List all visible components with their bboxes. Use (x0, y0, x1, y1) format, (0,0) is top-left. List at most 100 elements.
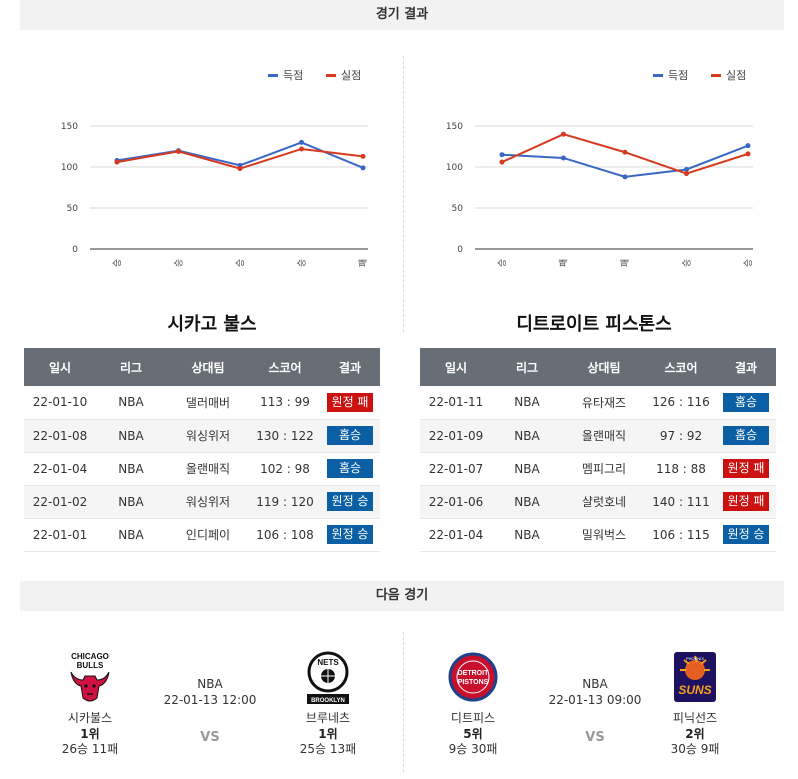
data-point[interactable] (299, 139, 304, 145)
table-header-row: 일시 리그 상대팀 스코어 결과 (24, 348, 380, 386)
phoenix-suns-logo-icon: PHOENIX SUNS (674, 652, 716, 702)
data-point[interactable] (499, 152, 505, 158)
data-point[interactable] (237, 166, 243, 172)
table-row: 22-01-04 NBA 밀워벅스 106 : 115 원정 승 (420, 518, 776, 552)
match-home-rank: 1위 (80, 727, 100, 741)
data-point[interactable] (561, 155, 566, 161)
cell-date: 22-01-07 (420, 452, 492, 486)
logo-text-top: PHOENIX (686, 656, 704, 661)
y-tick-label: 150 (446, 122, 463, 132)
result-badge: 원정 승 (327, 492, 373, 511)
y-tick-label: 50 (67, 204, 79, 214)
table-header-row: 일시 리그 상대팀 스코어 결과 (420, 348, 776, 386)
cell-opponent[interactable]: 샬럿호네 (562, 485, 646, 519)
match-home-record: 9승 30패 (448, 742, 498, 756)
data-point[interactable] (114, 159, 120, 165)
x-tick-label: 승 (497, 259, 508, 267)
header-result: 결과 (716, 348, 776, 386)
x-tick-label: 패 (559, 259, 570, 267)
match-home-name: 디트피스 (450, 711, 496, 725)
match-away-team[interactable]: NETS BROOKLYN 브루네츠 1위 25승 13패 (278, 650, 378, 757)
data-point[interactable] (176, 148, 181, 154)
cell-result: 원정 승 (320, 485, 380, 519)
cell-score: 102 : 98 (250, 452, 320, 486)
match-away-team[interactable]: PHOENIX SUNS 피닉선즈 2위 30승 9패 (645, 650, 745, 757)
cell-opponent[interactable]: 멤피그리 (562, 452, 646, 486)
result-badge: 원정 승 (327, 525, 373, 544)
x-tick-label: 승 (297, 259, 308, 267)
cell-date: 22-01-04 (420, 518, 492, 552)
data-point[interactable] (360, 153, 366, 159)
data-point[interactable] (360, 165, 366, 171)
header-date: 일시 (420, 348, 492, 386)
cell-result: 홈승 (716, 419, 776, 453)
cell-date: 22-01-09 (420, 419, 492, 453)
chart-legend: 득점 실점 (268, 69, 361, 82)
data-point[interactable] (745, 151, 751, 157)
match-home-team[interactable]: DETROIT PISTONS 디트피스 5위 9승 30패 (423, 650, 523, 757)
match-league: NBA (197, 677, 223, 691)
table-row: 22-01-11 NBA 유타재즈 126 : 116 홈승 (420, 386, 776, 420)
data-point[interactable] (622, 149, 628, 155)
result-badge: 홈승 (327, 459, 373, 478)
data-point[interactable] (684, 171, 689, 177)
match-away-record: 25승 13패 (299, 742, 357, 756)
header-opponent: 상대팀 (562, 348, 646, 386)
cell-score: 140 : 111 (646, 485, 716, 519)
data-point[interactable] (299, 146, 304, 152)
cell-result: 홈승 (320, 452, 380, 486)
cell-opponent[interactable]: 인디페이 (166, 518, 250, 552)
match-vs: VS (585, 730, 605, 745)
data-point[interactable] (745, 143, 751, 149)
y-tick-label: 0 (457, 245, 463, 255)
cell-opponent[interactable]: 밀워벅스 (562, 518, 646, 552)
cell-date: 22-01-11 (420, 386, 492, 420)
cell-score: 126 : 116 (646, 386, 716, 420)
cell-score: 106 : 115 (646, 518, 716, 552)
data-point[interactable] (499, 159, 505, 165)
result-badge: 홈승 (723, 392, 769, 412)
match-home-rank: 5위 (463, 727, 483, 741)
chart-detroit-svg: 득점 실점 0 50 100 150 승 패 패 승 승 (446, 69, 754, 267)
legend-swatch (268, 74, 278, 77)
cell-opponent[interactable]: 댈러매버 (166, 386, 250, 420)
cell-date: 22-01-06 (420, 485, 492, 519)
logo-text-bottom: BULLS (77, 661, 104, 670)
cell-opponent[interactable]: 워싱위저 (166, 419, 250, 453)
cell-opponent[interactable]: 유타재즈 (562, 386, 646, 420)
match-away-record: 30승 9패 (670, 742, 720, 756)
cell-league: NBA (492, 419, 562, 453)
data-point[interactable] (561, 131, 566, 137)
result-badge: 홈승 (327, 426, 373, 445)
data-point[interactable] (684, 166, 689, 172)
table-row: 22-01-07 NBA 멤피그리 118 : 88 원정 패 (420, 452, 776, 486)
match-away-rank: 2위 (685, 727, 705, 741)
x-tick-label: 패 (620, 259, 631, 267)
x-tick-label: 패 (358, 259, 369, 267)
cell-result: 원정 패 (716, 452, 776, 486)
y-tick-label: 100 (61, 163, 78, 173)
table-row: 22-01-09 NBA 올랜매직 97 : 92 홈승 (420, 419, 776, 453)
cell-score: 106 : 108 (250, 518, 320, 552)
header-score: 스코어 (250, 348, 320, 386)
legend-label: 실점 (726, 69, 746, 82)
results-table-detroit: 일시 리그 상대팀 스코어 결과 22-01-11 NBA 유타재즈 126 : 11… (420, 348, 776, 552)
cell-opponent[interactable]: 올랜매직 (562, 419, 646, 453)
cell-opponent[interactable]: 올랜매직 (166, 452, 250, 486)
cell-opponent[interactable]: 워싱위저 (166, 485, 250, 519)
match-away-name: 브루네츠 (305, 711, 351, 725)
legend-label: 실점 (341, 69, 361, 82)
chart-chicago-svg: 득점 실점 0 50 100 150 승 승 승 승 패 (61, 69, 369, 267)
cell-score: 119 : 120 (250, 485, 320, 519)
match-vs: VS (200, 730, 220, 745)
header-opponent: 상대팀 (166, 348, 250, 386)
chicago-bulls-logo-icon: CHICAGO BULLS (70, 652, 110, 702)
match-away-name: 피닉선즈 (672, 711, 718, 725)
result-badge: 원정 패 (723, 492, 769, 511)
logo-text-bottom: PISTONS (458, 679, 489, 686)
chart-detroit: 득점 실점 0 50 100 150 승 패 패 승 승 (405, 60, 785, 280)
x-tick-label: 승 (112, 259, 123, 267)
match-home-team[interactable]: CHICAGO BULLS 시카불스 1위 26승 11패 (40, 650, 140, 757)
data-point[interactable] (622, 174, 628, 180)
cell-league: NBA (492, 485, 562, 519)
